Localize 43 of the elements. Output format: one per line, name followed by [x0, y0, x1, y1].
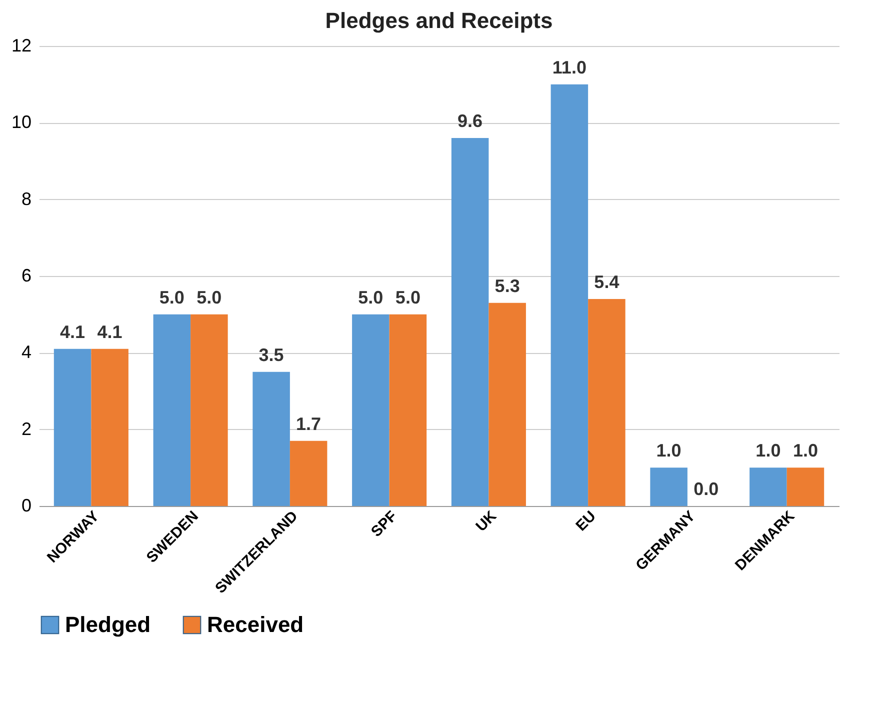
- y-tick-label: 4: [21, 342, 32, 362]
- x-tick-label: UK: [472, 508, 500, 536]
- bar: [488, 302, 526, 506]
- data-label: 11.0: [552, 57, 586, 78]
- bar: [91, 348, 128, 506]
- data-label: 5.0: [395, 287, 420, 308]
- bar: [190, 314, 228, 506]
- data-label: 1.0: [792, 440, 818, 461]
- data-label: 1.7: [296, 414, 322, 434]
- bar: [451, 138, 489, 506]
- y-tick-label: 6: [21, 266, 32, 286]
- y-tick-label: 2: [21, 418, 32, 439]
- legend-label: Received: [207, 612, 304, 637]
- data-label: 5.3: [494, 276, 520, 296]
- bar: [153, 314, 191, 506]
- data-label: 5.0: [196, 287, 222, 308]
- bar: [650, 468, 688, 506]
- bar: [588, 299, 626, 506]
- y-tick-label: 8: [21, 188, 32, 209]
- data-label: 0.0: [694, 479, 719, 499]
- bar: [54, 348, 92, 506]
- y-tick-label: 0: [21, 496, 32, 516]
- data-label: 5.4: [594, 272, 620, 292]
- data-label: 5.0: [159, 287, 184, 308]
- bar: [290, 440, 328, 506]
- data-label: 5.0: [358, 287, 384, 308]
- data-label: 1.0: [656, 440, 682, 461]
- data-label: 9.6: [458, 111, 483, 131]
- bar: [750, 468, 787, 506]
- data-label: 4.1: [97, 322, 122, 342]
- legend-label: Pledged: [65, 612, 151, 637]
- data-label: 1.0: [756, 440, 781, 461]
- data-label: 3.5: [258, 344, 284, 365]
- x-tick-label: EU: [572, 508, 600, 535]
- bar: [352, 314, 390, 506]
- bar: [786, 468, 824, 506]
- data-label: 4.1: [60, 322, 86, 342]
- bar: [252, 372, 290, 506]
- y-tick-label: 12: [11, 36, 32, 56]
- y-tick-label: 10: [11, 112, 32, 132]
- bar: [389, 314, 427, 506]
- chart-title: Pledges and Receipts: [325, 8, 553, 33]
- bar: [550, 84, 588, 506]
